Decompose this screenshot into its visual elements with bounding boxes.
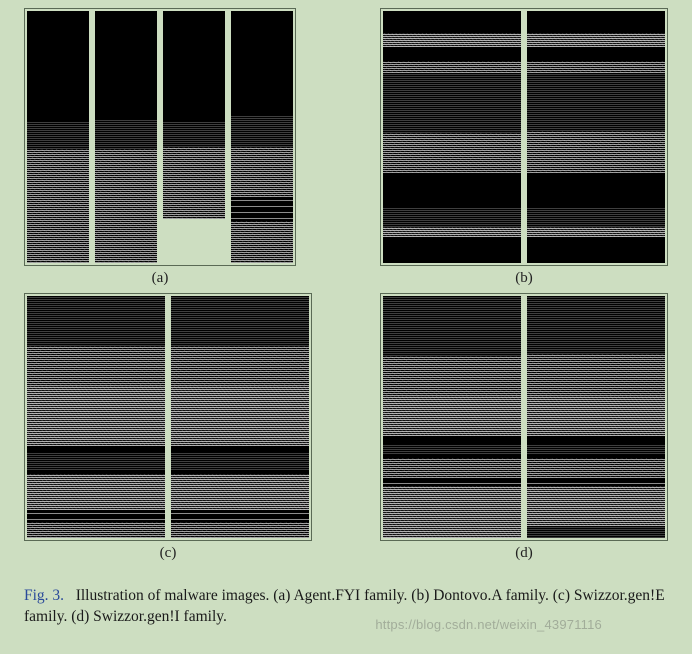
figure-row-top: (a) (b) xyxy=(24,8,668,287)
malware-image-a-3 xyxy=(231,11,293,263)
sublabel-d: (d) xyxy=(515,545,533,562)
watermark-text: https://blog.csdn.net/weixin_43971116 xyxy=(375,617,602,632)
malware-image-b-0 xyxy=(383,11,521,263)
thumbs-a xyxy=(24,8,296,266)
sublabel-c: (c) xyxy=(160,545,177,562)
malware-image-a-1 xyxy=(95,11,157,263)
malware-image-a-0 xyxy=(27,11,89,263)
malware-image-b-1 xyxy=(527,11,665,263)
thumbs-c xyxy=(24,293,312,541)
figure-row-bottom: (c) (d) xyxy=(24,293,668,562)
thumbs-d xyxy=(380,293,668,541)
sublabel-a: (a) xyxy=(152,270,169,287)
sublabel-b: (b) xyxy=(515,270,533,287)
malware-image-c-1 xyxy=(171,296,309,538)
group-a: (a) xyxy=(24,8,296,287)
malware-image-d-0 xyxy=(383,296,521,538)
malware-image-d-1 xyxy=(527,296,665,538)
group-d: (d) xyxy=(380,293,668,562)
figure-panel: (a) (b) (c) (d) xyxy=(0,0,692,562)
thumbs-b xyxy=(380,8,668,266)
malware-image-c-0 xyxy=(27,296,165,538)
malware-image-a-2 xyxy=(163,11,225,219)
group-b: (b) xyxy=(380,8,668,287)
group-c: (c) xyxy=(24,293,312,562)
figure-number: Fig. 3. xyxy=(24,587,64,604)
